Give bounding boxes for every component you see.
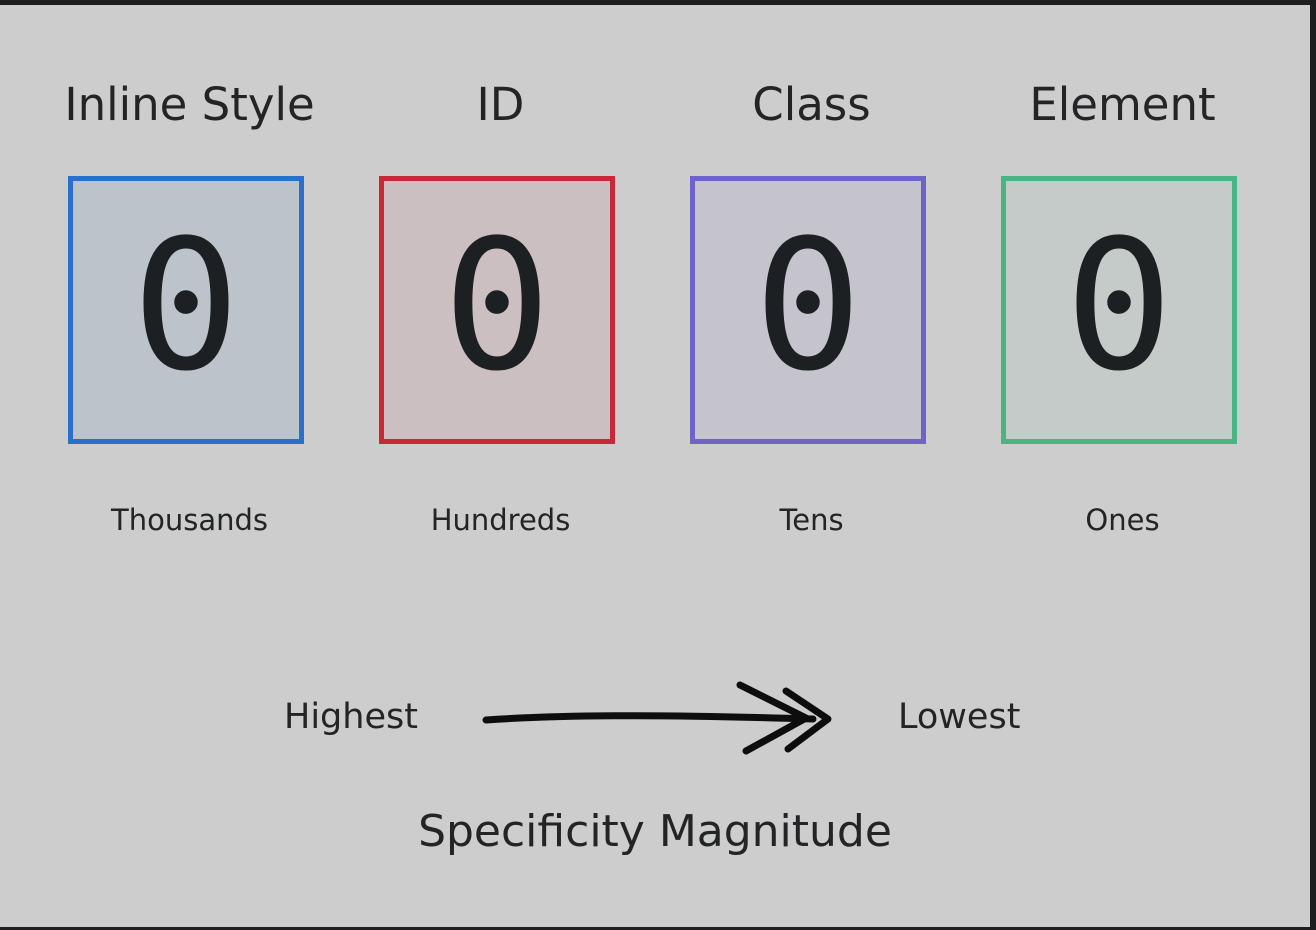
column-id: ID 0 Hundreds bbox=[345, 5, 656, 565]
diagram-caption: Specificity Magnitude bbox=[418, 806, 892, 857]
column-sublabel: Thousands bbox=[111, 503, 268, 537]
column-sublabel: Ones bbox=[1085, 503, 1160, 537]
digit-value: 0 bbox=[442, 202, 552, 411]
digit-box-element: 0 bbox=[1001, 176, 1237, 444]
column-sublabel: Tens bbox=[779, 503, 844, 537]
digit-box-class: 0 bbox=[690, 176, 926, 444]
digit-box-id: 0 bbox=[379, 176, 615, 444]
column-class: Class 0 Tens bbox=[656, 5, 967, 565]
double-chevron-arrow-right-icon bbox=[482, 681, 832, 755]
digit-box-inline-style: 0 bbox=[68, 176, 304, 444]
column-element: Element 0 Ones bbox=[967, 5, 1278, 565]
column-title: Inline Style bbox=[64, 78, 315, 131]
digit-value: 0 bbox=[753, 202, 863, 411]
digit-value: 0 bbox=[131, 202, 241, 411]
column-title: Element bbox=[1029, 78, 1216, 131]
column-title: Class bbox=[752, 78, 871, 131]
column-inline-style: Inline Style 0 Thousands bbox=[34, 5, 345, 565]
column-title: ID bbox=[476, 78, 525, 131]
scale-lowest-label: Lowest bbox=[898, 697, 1021, 737]
specificity-diagram: Inline Style 0 Thousands ID 0 Hundreds C… bbox=[0, 5, 1310, 927]
column-sublabel: Hundreds bbox=[430, 503, 571, 537]
scale-highest-label: Highest bbox=[284, 697, 418, 737]
digit-value: 0 bbox=[1064, 202, 1174, 411]
